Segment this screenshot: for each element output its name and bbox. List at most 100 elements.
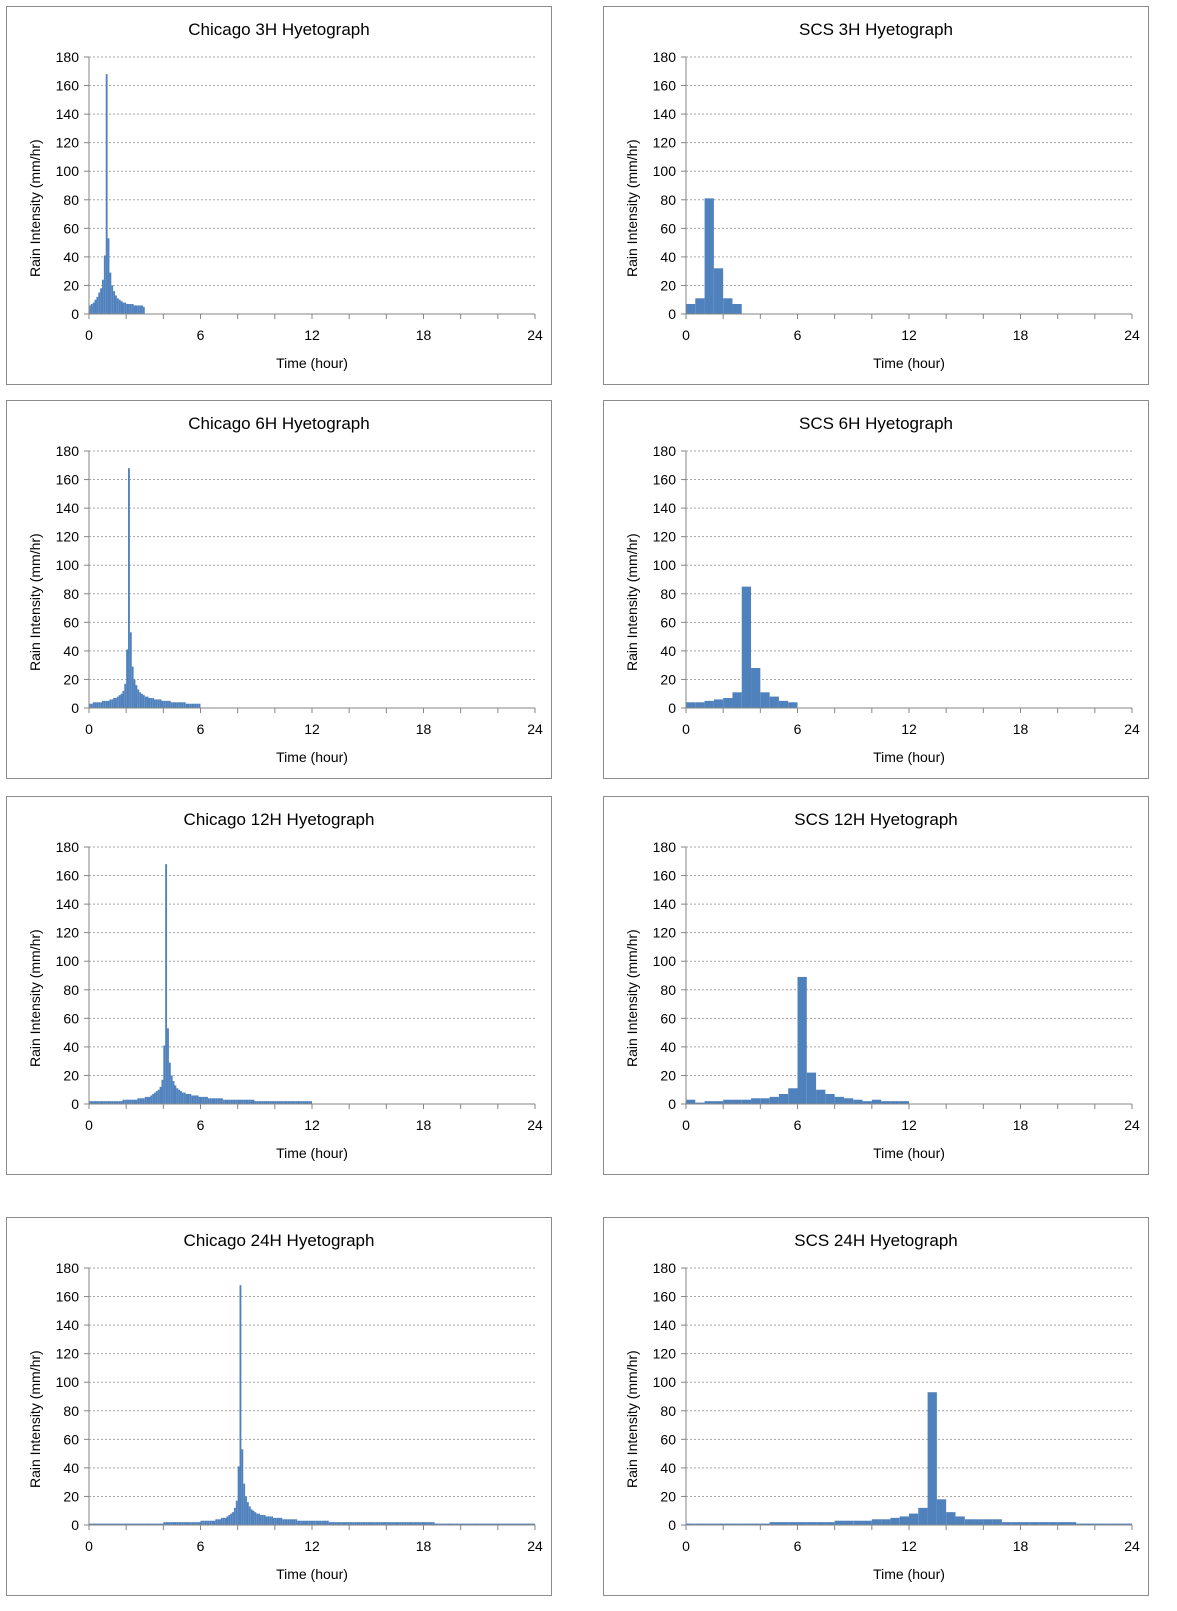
data-bar	[148, 698, 151, 708]
data-bar	[440, 1523, 443, 1525]
y-tick-label: 100	[56, 557, 80, 573]
data-bar	[237, 1466, 240, 1525]
data-bar	[293, 1519, 296, 1525]
data-bar	[152, 698, 155, 708]
data-bar	[853, 1520, 863, 1525]
y-tick-label: 120	[56, 925, 80, 941]
data-bar	[167, 700, 169, 708]
data-bar	[373, 1522, 376, 1525]
data-bar	[1113, 1523, 1123, 1525]
data-bar	[778, 1094, 789, 1104]
y-axis-label: Rain Intensity (mm/hr)	[27, 929, 43, 1067]
data-bar	[284, 1519, 286, 1525]
data-bar	[455, 1523, 457, 1525]
data-bar	[98, 702, 101, 708]
data-bar	[806, 1072, 817, 1104]
data-bar	[209, 1098, 212, 1104]
data-bar	[825, 1522, 835, 1525]
data-bar	[181, 1092, 184, 1104]
data-bar	[360, 1522, 363, 1525]
data-bar	[152, 1523, 155, 1525]
data-bar	[213, 1520, 216, 1525]
data-bar	[90, 304, 93, 314]
data-bar	[393, 1522, 396, 1525]
x-axis-label: Time (hour)	[276, 1145, 348, 1161]
data-bar	[98, 1523, 101, 1525]
data-bar	[285, 1101, 288, 1104]
data-bar	[163, 1045, 166, 1104]
y-tick-label: 120	[56, 529, 80, 545]
chart-title: SCS 12H Hyetograph	[794, 810, 958, 829]
data-bar	[825, 1094, 835, 1104]
data-bar	[272, 1517, 275, 1525]
y-tick-label: 0	[668, 1096, 676, 1112]
data-bar	[241, 1099, 244, 1104]
data-bar	[732, 1523, 742, 1525]
data-bar	[92, 1523, 95, 1525]
data-bar	[131, 666, 134, 708]
data-bar	[321, 1520, 324, 1525]
x-tick-label: 6	[794, 327, 802, 343]
data-bar	[126, 1523, 129, 1525]
data-bar	[198, 703, 201, 708]
data-bar	[113, 291, 116, 314]
y-tick-label: 180	[56, 443, 80, 459]
data-bar	[196, 703, 199, 708]
data-bar	[124, 683, 127, 708]
data-bar	[200, 1096, 203, 1104]
x-tick-label: 12	[304, 1117, 320, 1133]
y-tick-label: 180	[56, 1260, 80, 1276]
data-bar	[834, 1520, 844, 1525]
y-tick-label: 160	[56, 868, 80, 884]
y-axis-label: Rain Intensity (mm/hr)	[27, 1350, 43, 1488]
data-bar	[198, 1096, 201, 1104]
data-bar	[120, 1523, 123, 1525]
data-bar	[704, 1523, 714, 1525]
data-bar	[107, 1523, 110, 1525]
data-bar	[516, 1523, 519, 1525]
data-bar	[90, 1101, 93, 1104]
data-bar	[339, 1522, 342, 1525]
data-bar	[120, 301, 123, 314]
data-bar	[514, 1523, 517, 1525]
data-bar	[191, 1522, 194, 1525]
x-tick-label: 24	[1124, 1538, 1140, 1554]
data-bar	[287, 1101, 290, 1104]
data-bar	[271, 1516, 273, 1525]
chart-panel-scs-12h: SCS 12H Hyetograph 0 20 40 60 80 100 120 140 160…	[603, 796, 1149, 1175]
data-bar	[172, 1081, 175, 1104]
data-bar	[115, 1101, 117, 1104]
y-axis-label: Rain Intensity (mm/hr)	[27, 139, 43, 277]
data-bar	[115, 295, 117, 314]
data-bar	[492, 1523, 495, 1525]
data-bar	[185, 1522, 188, 1525]
y-tick-label: 60	[660, 614, 676, 630]
data-bar	[899, 1101, 909, 1104]
data-bar	[178, 702, 181, 708]
data-bar	[142, 306, 145, 314]
data-bar	[100, 1101, 103, 1104]
data-bar	[115, 698, 117, 708]
data-bar	[871, 1099, 882, 1104]
data-bar	[388, 1522, 391, 1525]
data-bar	[356, 1522, 359, 1525]
data-bar	[204, 1096, 207, 1104]
data-bar	[172, 1522, 175, 1525]
data-bar	[295, 1519, 298, 1525]
data-bar	[239, 1285, 242, 1525]
data-bar	[390, 1522, 392, 1525]
data-bar	[94, 702, 97, 708]
data-bar	[479, 1523, 482, 1525]
y-tick-label: 120	[653, 1346, 677, 1362]
data-bar	[267, 1101, 270, 1104]
data-bar	[89, 1523, 91, 1525]
y-tick-label: 120	[653, 925, 677, 941]
data-bar	[183, 1522, 186, 1525]
data-bar	[224, 1517, 227, 1525]
data-bar	[964, 1519, 975, 1525]
data-bar	[272, 1101, 275, 1104]
data-bar	[326, 1520, 329, 1525]
data-bar	[176, 1522, 179, 1525]
x-tick-label: 24	[1124, 721, 1140, 737]
data-bar	[352, 1522, 355, 1525]
